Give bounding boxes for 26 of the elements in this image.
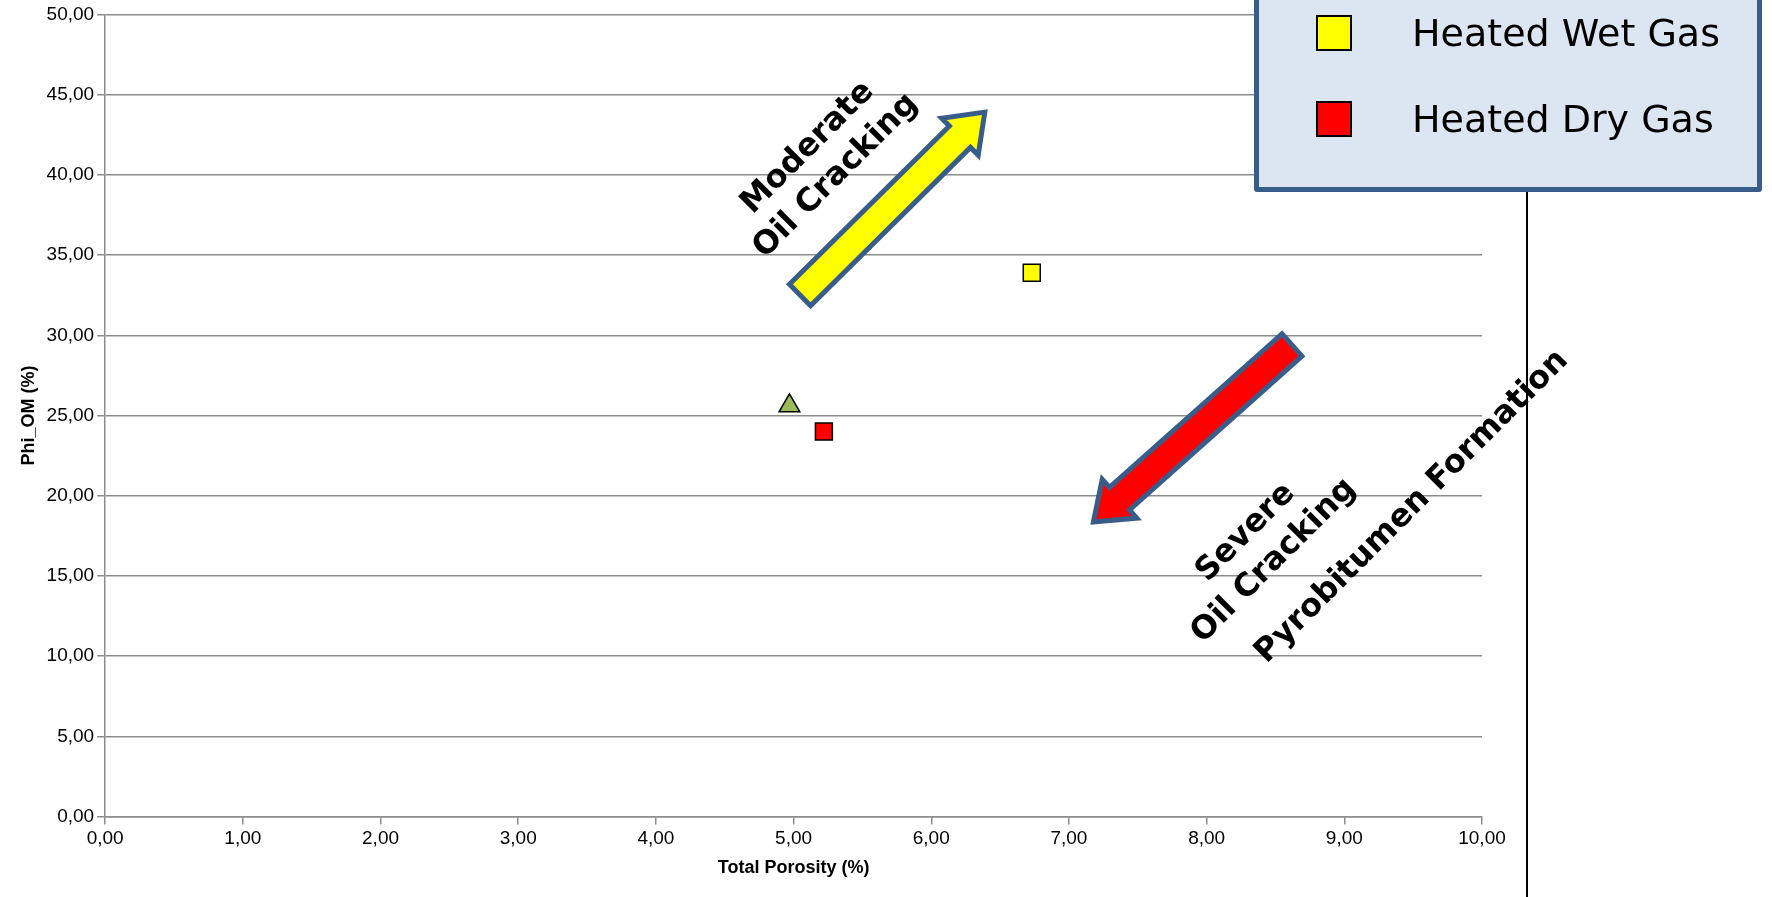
x-tick-label: 10,00: [1458, 827, 1506, 849]
x-tick-label: 6,00: [912, 827, 950, 849]
y-tick-label: 15,00: [46, 564, 95, 586]
y-tick-label: 45,00: [46, 82, 95, 104]
x-tick-label: 8,00: [1188, 827, 1226, 849]
x-tick-label: 4,00: [637, 827, 675, 849]
y-tick-label: 25,00: [46, 403, 95, 425]
x-tick-label: 2,00: [362, 827, 400, 849]
y-tick-label: 30,00: [46, 323, 95, 345]
y-tick-label: 20,00: [46, 483, 95, 505]
y-axis-title: Phi_OM (%): [17, 365, 38, 466]
x-tick-label: 9,00: [1325, 827, 1363, 849]
y-tick-label: 50,00: [46, 2, 95, 24]
x-axis-title: Total Porosity (%): [717, 857, 870, 878]
y-tick-label: 10,00: [46, 644, 95, 666]
y-tick-label: 0,00: [57, 804, 95, 826]
legend-label: Heated Wet Gas: [1412, 11, 1720, 55]
x-tick-label: 5,00: [775, 827, 813, 849]
x-tick-label: 0,00: [86, 827, 124, 849]
x-tick-label: 1,00: [224, 827, 262, 849]
y-tick-label: 35,00: [46, 243, 95, 265]
x-tick-label: 3,00: [499, 827, 537, 849]
y-tick-label: 5,00: [57, 724, 95, 746]
y-tick-label: 40,00: [46, 163, 95, 185]
legend-label: Heated Dry Gas: [1412, 97, 1714, 141]
x-tick-label: 7,00: [1050, 827, 1088, 849]
